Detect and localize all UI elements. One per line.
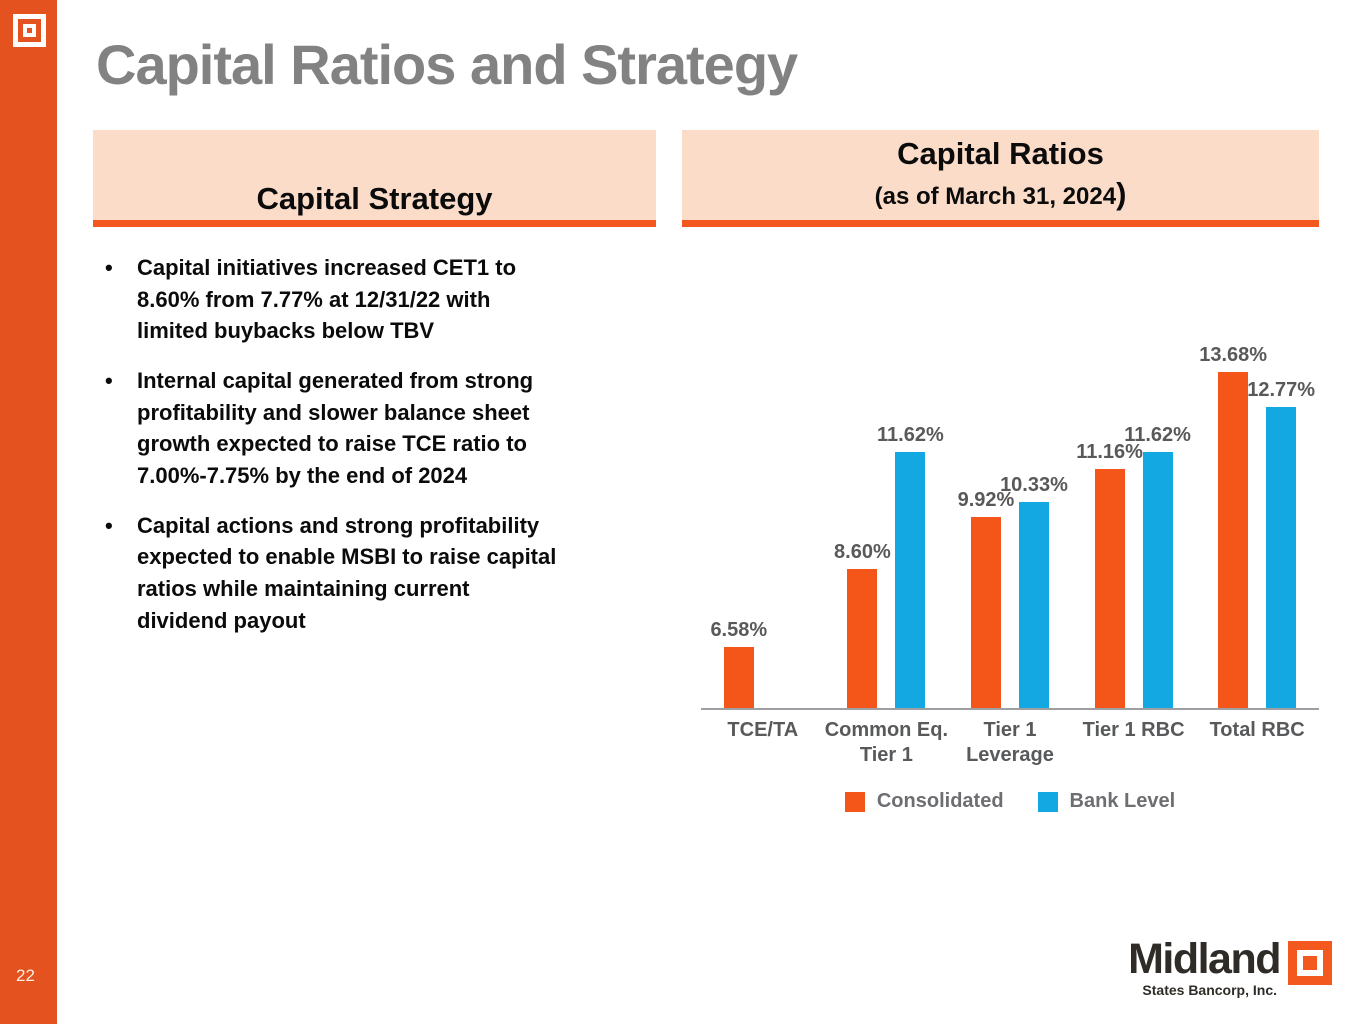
- bar-value-label: 10.33%: [1000, 473, 1068, 496]
- subtitle-paren: ): [1116, 175, 1127, 211]
- footer-brand-logo: Midland States Bancorp, Inc.: [1120, 938, 1332, 1000]
- bar-value-label: 11.16%: [1076, 441, 1143, 464]
- bar-value-label: 6.58%: [710, 618, 768, 641]
- bar-consolidated: 8.60%: [834, 541, 891, 708]
- legend-item: Consolidated: [844, 790, 1004, 813]
- bar-consolidated: 6.58%: [710, 619, 767, 708]
- sidebar: 22: [0, 0, 57, 1024]
- legend-swatch: [1037, 791, 1058, 812]
- brand-name: Midland: [1128, 935, 1281, 983]
- bar-value-label: 11.62%: [1124, 423, 1191, 446]
- page-number: 22: [16, 966, 35, 985]
- bar-bank-level: 11.62%: [877, 424, 944, 708]
- midland-square-logo-icon: [1288, 941, 1332, 985]
- bar-group: 13.68% 12.77%: [1195, 338, 1319, 708]
- strategy-bullet-list: Capital initiatives increased CET1 to 8.…: [93, 252, 656, 654]
- bar-group: 6.58%: [701, 338, 825, 708]
- bar-value-label: 11.62%: [877, 423, 944, 446]
- bar-value-label: 9.92%: [957, 489, 1015, 512]
- bullet-item: Capital actions and strong profitability…: [93, 510, 656, 637]
- capital-ratios-header: Capital Ratios (as of March 31, 2024): [682, 130, 1319, 227]
- category-label: Tier 1 Leverage: [966, 719, 1054, 766]
- logo-center-square: [1303, 956, 1317, 970]
- chart-legend: Consolidated Bank Level: [701, 790, 1319, 813]
- legend-item: Bank Level: [1037, 790, 1176, 813]
- capital-ratios-subtitle: (as of March 31, 2024): [682, 174, 1319, 214]
- bar-bank-level: 12.77%: [1247, 379, 1315, 708]
- bar-bank-level: 10.33%: [1000, 474, 1068, 708]
- logo-inner-square: [23, 24, 36, 37]
- bar-group: 8.60% 11.62%: [825, 338, 949, 708]
- category-label: Tier 1 RBC: [1082, 719, 1185, 741]
- category-label: Total RBC: [1209, 719, 1305, 741]
- x-axis-labels: TCE/TA Common Eq. Tier 1 Tier 1 Leverage Ti…: [701, 718, 1319, 768]
- midland-square-logo-icon: [13, 14, 46, 47]
- capital-ratios-chart: 6.58% 8.60% 11.62% 9.92% 10.33% 11.16% 11.62% 1…: [701, 338, 1319, 813]
- category-label: Common Eq. Tier 1: [824, 719, 949, 766]
- category-label: TCE/TA: [727, 719, 799, 741]
- subtitle-text: (as of March 31, 2024: [874, 182, 1117, 210]
- bar-consolidated: 13.68%: [1199, 344, 1267, 708]
- bar-consolidated: 11.16%: [1076, 441, 1143, 708]
- slide-title: Capital Ratios and Strategy: [96, 33, 798, 96]
- logo-inner-square: [1297, 950, 1323, 976]
- logo-center-square: [27, 28, 32, 33]
- bar-value-label: 13.68%: [1199, 343, 1268, 366]
- bar-value-label: 12.77%: [1247, 378, 1316, 401]
- chart-plot-area: 6.58% 8.60% 11.62% 9.92% 10.33% 11.16% 11.62% 1…: [701, 338, 1319, 710]
- legend-label: Consolidated: [876, 790, 1004, 812]
- capital-strategy-title: Capital Strategy: [256, 181, 493, 217]
- capital-ratios-title: Capital Ratios: [897, 136, 1104, 171]
- brand-subtitle: States Bancorp, Inc.: [1142, 982, 1277, 998]
- capital-strategy-header: Capital Strategy: [93, 130, 656, 227]
- bar-consolidated: 9.92%: [958, 489, 1014, 708]
- bar-value-label: 8.60%: [834, 540, 891, 563]
- bar-bank-level: 11.62%: [1124, 424, 1191, 708]
- bullet-item: Internal capital generated from strong p…: [93, 365, 656, 492]
- bar-group: 11.16% 11.62%: [1072, 338, 1196, 708]
- bar-group: 9.92% 10.33%: [948, 338, 1072, 708]
- legend-label: Bank Level: [1069, 790, 1176, 812]
- legend-swatch: [844, 791, 865, 812]
- bullet-item: Capital initiatives increased CET1 to 8.…: [93, 252, 656, 347]
